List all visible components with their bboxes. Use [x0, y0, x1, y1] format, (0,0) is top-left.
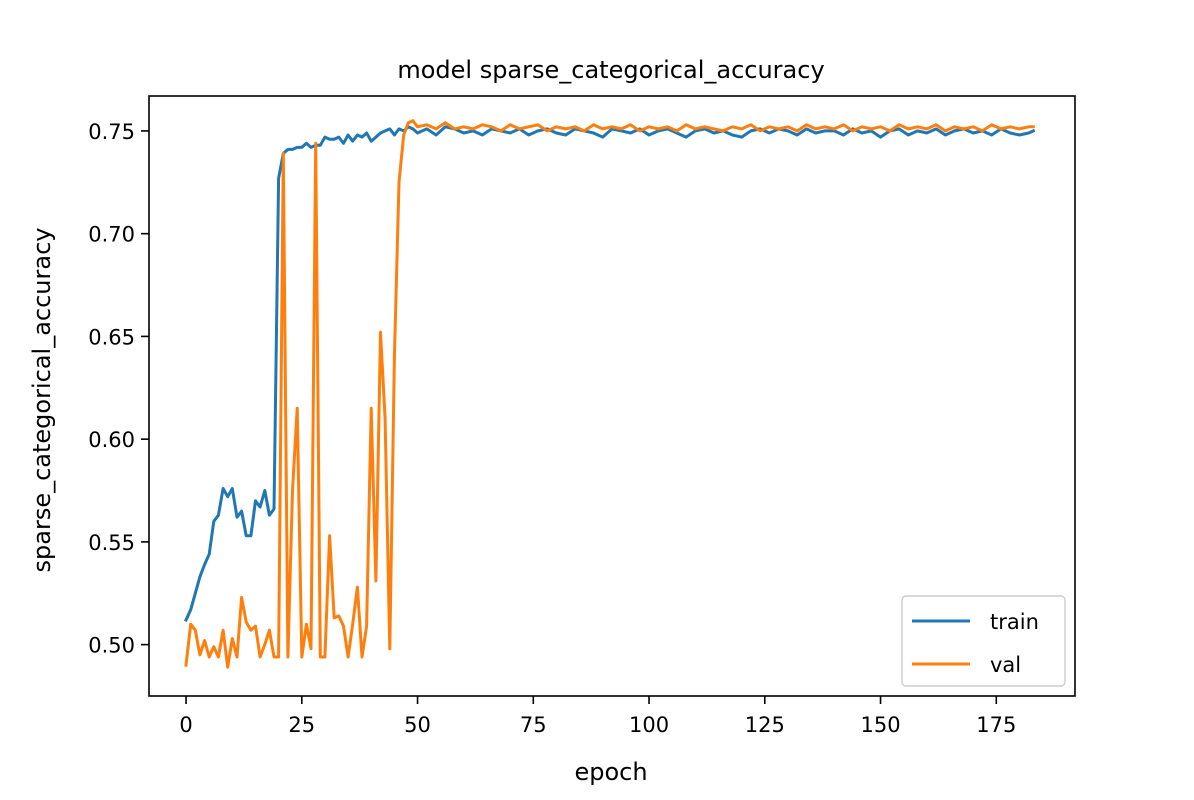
legend: train val: [901, 595, 1066, 687]
legend-label-val: val: [990, 653, 1021, 677]
x-tick-label: 125: [745, 713, 785, 737]
y-tick-label: 0.60: [88, 428, 135, 452]
y-tick-label: 0.70: [88, 223, 135, 247]
x-tick-label: 25: [288, 713, 315, 737]
legend-label-train: train: [990, 610, 1039, 634]
y-tick-label: 0.55: [88, 531, 135, 555]
y-tick-label: 0.75: [88, 120, 135, 144]
y-tick-label: 0.65: [88, 325, 135, 349]
y-tick-label: 0.50: [88, 634, 135, 658]
x-tick-label: 0: [179, 713, 192, 737]
y-axis-label: sparse_categorical_accuracy: [28, 228, 56, 573]
x-tick-label: 175: [976, 713, 1016, 737]
x-axis-label: epoch: [574, 758, 647, 786]
x-axis: 0 25 50 75 100 125 150 175: [179, 696, 1016, 737]
x-tick-label: 100: [629, 713, 669, 737]
x-tick-label: 150: [860, 713, 900, 737]
plot-area: [184, 119, 1036, 669]
series-line-val: [184, 119, 1035, 669]
x-tick-label: 75: [520, 713, 547, 737]
legend-box: [901, 595, 1066, 687]
x-tick-label: 50: [404, 713, 431, 737]
axes-frame: [148, 95, 1076, 697]
y-axis: 0.50 0.55 0.60 0.65 0.70 0.75: [88, 120, 149, 658]
chart-title: model sparse_categorical_accuracy: [397, 56, 824, 84]
